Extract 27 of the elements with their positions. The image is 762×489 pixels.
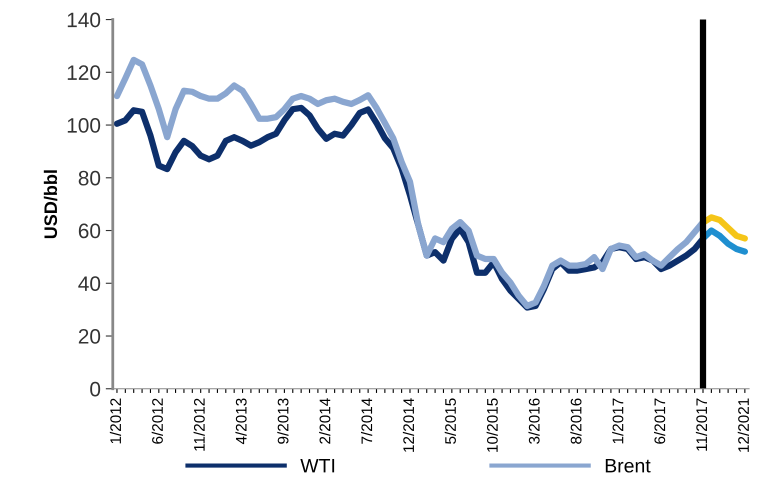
x-tick-label: 1/2012 (110, 398, 122, 444)
y-tick-label: 80 (78, 170, 100, 186)
x-tick-label: 4/2013 (235, 398, 247, 444)
y-tick-label: 20 (78, 329, 100, 344)
x-tick-label: 9/2013 (277, 398, 289, 444)
x-tick-label: 6/2017 (654, 398, 666, 444)
legend-label: Brent (606, 458, 651, 473)
x-tick-label: 12/2021 (738, 398, 749, 452)
x-tick-label: 3/2016 (528, 398, 540, 444)
y-tick-label: 60 (78, 224, 100, 238)
legend-label: WTI (300, 458, 334, 472)
x-tick-label: 5/2015 (444, 398, 456, 444)
y-tick-label: 0 (90, 382, 100, 397)
x-tick-label: 6/2012 (152, 398, 163, 444)
x-tick-label: 11/2017 (696, 398, 708, 451)
y-tick-label: 140 (68, 12, 100, 28)
y-axis-title: USD/bbl (44, 170, 58, 238)
y-tick-label: 100 (68, 118, 100, 133)
x-tick-label: 10/2015 (486, 398, 498, 452)
x-tick-label: 1/2017 (612, 398, 624, 444)
x-tick-label: 8/2016 (570, 398, 582, 444)
y-tick-label: 40 (78, 276, 100, 292)
x-tick-label: 2/2014 (319, 398, 330, 444)
y-tick-label: 120 (68, 65, 100, 80)
x-tick-label: 12/2014 (402, 398, 414, 452)
x-tick-label: 7/2014 (361, 398, 372, 444)
x-tick-label: 11/2012 (194, 398, 205, 451)
